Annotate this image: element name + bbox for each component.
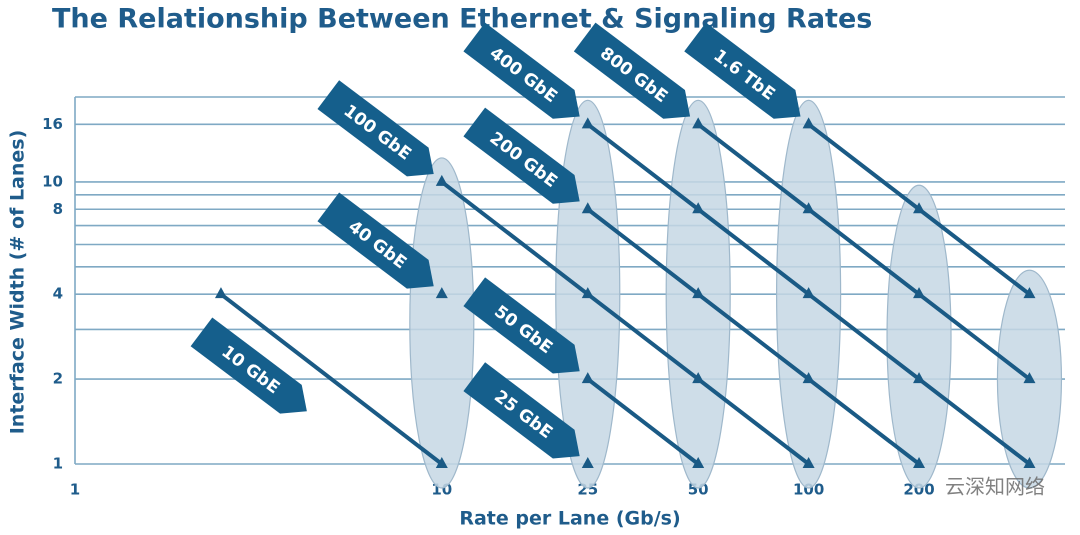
watermark: 云深知网络 — [945, 475, 1045, 499]
point — [802, 287, 815, 299]
series-line — [219, 292, 444, 466]
point — [692, 202, 705, 214]
tag-arrow — [463, 107, 580, 204]
series-line — [586, 207, 921, 466]
series-line — [696, 122, 1031, 381]
y-tick-label: 16 — [42, 115, 63, 133]
y-axis-title: Interface Width (# of Lanes) — [7, 130, 29, 435]
point — [802, 117, 815, 129]
point — [435, 287, 448, 299]
point — [581, 287, 594, 299]
y-tick-label: 4 — [53, 285, 63, 303]
chart-title: The Relationship Between Ethernet & Sign… — [52, 4, 872, 35]
point — [214, 287, 227, 299]
y-tick-label: 2 — [53, 370, 63, 388]
point — [692, 287, 705, 299]
series-line — [586, 377, 700, 466]
tag-arrow — [463, 22, 580, 119]
y-tick-label: 8 — [53, 200, 63, 218]
point — [692, 117, 705, 129]
tag-arrow — [463, 277, 580, 374]
series-lines — [214, 117, 1036, 468]
tag-arrow — [684, 22, 801, 119]
point — [913, 372, 926, 384]
series-tag: 25 GbE — [463, 362, 580, 459]
series-tag: 100 GbE — [317, 80, 434, 177]
x-tick-label: 200 — [903, 481, 934, 499]
y-tick-label: 10 — [42, 172, 63, 190]
point — [913, 202, 926, 214]
tag-arrow — [317, 192, 434, 289]
point — [802, 372, 815, 384]
point — [802, 202, 815, 214]
point — [581, 117, 594, 129]
point — [1023, 457, 1036, 468]
tag-arrow — [317, 80, 434, 177]
point — [435, 457, 448, 468]
point — [692, 372, 705, 384]
tag-arrow — [573, 22, 691, 119]
y-tick-label: 1 — [53, 455, 63, 473]
point — [1023, 372, 1036, 384]
series-line — [440, 180, 810, 466]
point — [581, 457, 594, 468]
point — [435, 174, 448, 186]
point — [913, 457, 926, 468]
point — [913, 287, 926, 299]
x-axis-title: Rate per Lane (Gb/s) — [459, 508, 680, 530]
point — [581, 202, 594, 214]
tag-arrow — [190, 317, 307, 414]
point — [802, 457, 815, 468]
point — [581, 372, 594, 384]
point — [1023, 287, 1036, 299]
x-tick-label: 100 — [793, 481, 824, 499]
rate-group — [409, 157, 475, 489]
rate-group — [886, 184, 952, 489]
point — [692, 457, 705, 468]
series-tag: 10 GbE — [190, 317, 307, 414]
tag-arrow — [463, 362, 580, 459]
x-tick-label: 1 — [70, 481, 80, 499]
